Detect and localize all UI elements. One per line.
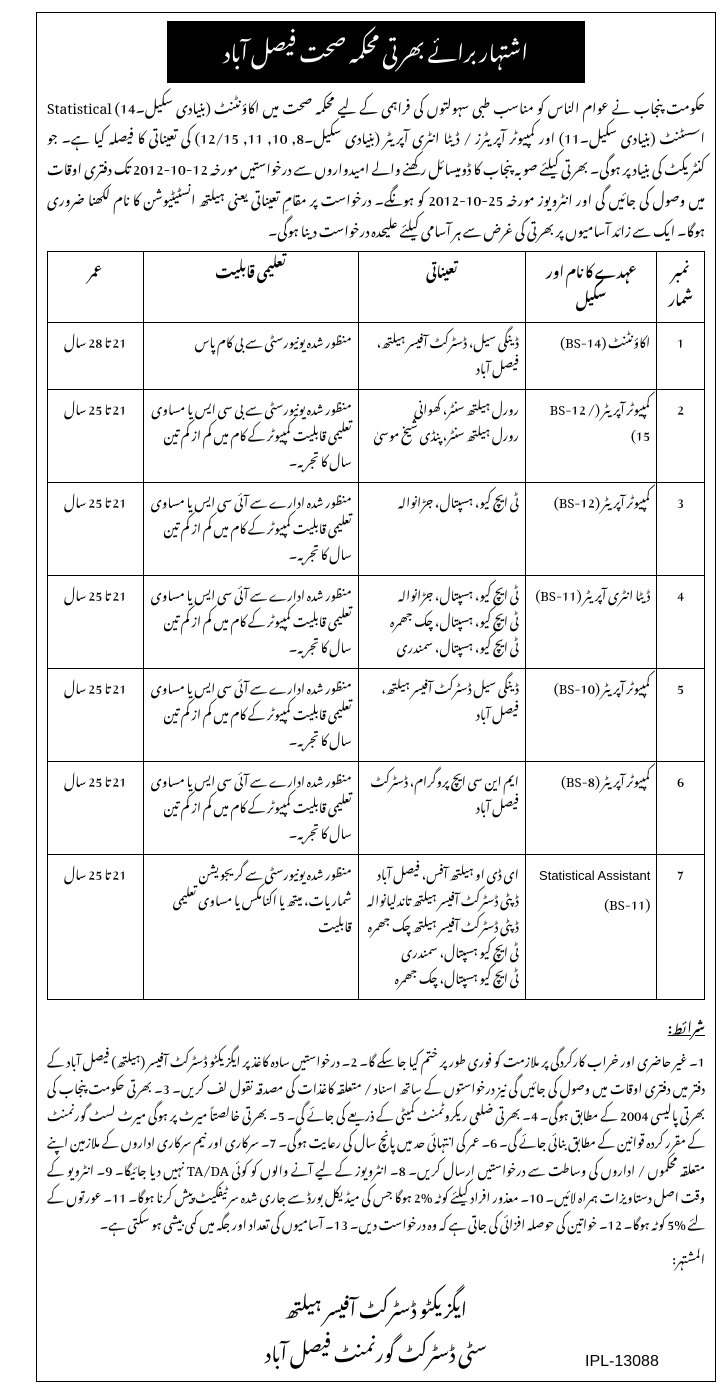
table-row: 3کمپیوٹر آپریٹر (BS-12)ٹی ایچ کیو، ہسپتا… — [48, 482, 705, 575]
cell-post: Statistical Assistant(BS-11) — [525, 854, 656, 999]
cell-age: 21 تا 25 سال — [48, 668, 144, 761]
cell-qual: منظور شدہ یونیورسٹی سے بی کام پاس — [143, 322, 358, 389]
cell-age: 21 تا 25 سال — [48, 761, 144, 854]
advertiser-label: المشتہر: — [47, 1240, 705, 1273]
cell-place: ٹی ایچ کیو، ہسپتال، جڑانوالہ — [358, 482, 525, 575]
cell-qual: منظور شدہ ادارے سے آئی سی ایس یا مساوی ت… — [143, 575, 358, 668]
title-banner: اشتہار برائے بھرتی محکمہ صحت فیصل آباد — [167, 21, 586, 83]
cell-post: کمپیوٹر آپریٹر (BS-12 / 15) — [525, 389, 656, 482]
cell-age: 21 تا 25 سال — [48, 575, 144, 668]
cell-qual: منظور شدہ یونیورسٹی سے بی سی ایس یا مساو… — [143, 389, 358, 482]
cell-qual: منظور شدہ یونیورسٹی سے گریجویشن شماریات،… — [143, 854, 358, 999]
cell-place: ڈینگی سیل، ڈسٹرکٹ آفیسر ہیلتھ، فیصل آباد — [358, 322, 525, 389]
signature-block: ایگزیکٹو ڈسٹرکٹ آفیسر ہیلتھ سٹی ڈسٹرکٹ گ… — [167, 1283, 585, 1371]
cell-qual: منظور شدہ ادارے سے آئی سی ایس یا مساوی ت… — [143, 761, 358, 854]
cell-qual: منظور شدہ ادارے سے آئی سی ایس یا مساوی ت… — [143, 668, 358, 761]
cell-sr: 6 — [657, 761, 705, 854]
th-post: عہدے کا نام اور سکیل — [525, 251, 656, 322]
cell-place: ای ڈی او ہیلتھ آفس، فیصل آبادڈپٹی ڈسٹرکٹ… — [358, 854, 525, 999]
table-row: 4ڈیٹا انٹری آپریٹر (BS-11)ٹی ایچ کیو، ہس… — [48, 575, 705, 668]
page-frame: اشتہار برائے بھرتی محکمہ صحت فیصل آباد ح… — [36, 12, 716, 1382]
cell-post: کمپیوٹر آپریٹر (BS-8) — [525, 761, 656, 854]
intro-paragraph: حکومت پنجاب نے عوام الناس کو مناسب طبی س… — [47, 91, 705, 245]
cell-place: ٹی ایچ کیو، ہسپتال، جڑانوالہٹی ایچ کیو، … — [358, 575, 525, 668]
table-row: 7Statistical Assistant(BS-11)ای ڈی او ہی… — [48, 854, 705, 999]
table-row: 2کمپیوٹر آپریٹر (BS-12 / 15)رورل ہیلتھ س… — [48, 389, 705, 482]
cell-post: ڈیٹا انٹری آپریٹر (BS-11) — [525, 575, 656, 668]
cell-qual: منظور شدہ ادارے سے آئی سی ایس یا مساوی ت… — [143, 482, 358, 575]
cell-sr: 2 — [657, 389, 705, 482]
cell-place: ایم این سی ایچ پروگرام، ڈسٹرکٹ فیصل آباد — [358, 761, 525, 854]
cell-post: کمپیوٹر آپریٹر (BS-10) — [525, 668, 656, 761]
ipl-code: IPL-13088 — [585, 1353, 705, 1371]
table-row: 1اکاؤنٹنٹ (BS-14)ڈینگی سیل، ڈسٹرکٹ آفیسر… — [48, 322, 705, 389]
th-qual: تعلیمی قابلیت — [143, 251, 358, 322]
footer: IPL-13088 ایگزیکٹو ڈسٹرکٹ آفیسر ہیلتھ سٹ… — [47, 1283, 705, 1371]
cell-age: 21 تا 28 سال — [48, 322, 144, 389]
cell-sr: 7 — [657, 854, 705, 999]
cell-sr: 1 — [657, 322, 705, 389]
conditions-text: 1۔ غیر حاضری اور خراب کارکردگی پر ملازمت… — [47, 1045, 705, 1236]
sign-line-1: ایگزیکٹو ڈسٹرکٹ آفیسر ہیلتھ — [167, 1283, 585, 1327]
cell-place: ڈینگی سیل ڈسٹرکٹ آفیسر ہیلتھ، فیصل آباد — [358, 668, 525, 761]
cell-sr: 5 — [657, 668, 705, 761]
cell-post: اکاؤنٹنٹ (BS-14) — [525, 322, 656, 389]
cell-age: 21 تا 25 سال — [48, 482, 144, 575]
table-row: 5کمپیوٹر آپریٹر (BS-10)ڈینگی سیل ڈسٹرکٹ … — [48, 668, 705, 761]
th-sr: نمبر شمار — [657, 251, 705, 322]
th-age: عمر — [48, 251, 144, 322]
cell-post: کمپیوٹر آپریٹر (BS-12) — [525, 482, 656, 575]
conditions-title: شرائط: — [47, 1008, 705, 1043]
table-header-row: نمبر شمار عہدے کا نام اور سکیل تعیناتی ت… — [48, 251, 705, 322]
cell-place: رورل ہیلتھ سنٹر، کھوانیرورل ہیلتھ سنٹر، … — [358, 389, 525, 482]
cell-sr: 3 — [657, 482, 705, 575]
table-row: 6کمپیوٹر آپریٹر (BS-8)ایم این سی ایچ پرو… — [48, 761, 705, 854]
cell-sr: 4 — [657, 575, 705, 668]
posts-table: نمبر شمار عہدے کا نام اور سکیل تعیناتی ت… — [47, 251, 705, 1000]
th-place: تعیناتی — [358, 251, 525, 322]
sign-line-2: سٹی ڈسٹرکٹ گورنمنٹ فیصل آباد — [167, 1327, 585, 1371]
cell-age: 21 تا 25 سال — [48, 854, 144, 999]
cell-age: 21 تا 25 سال — [48, 389, 144, 482]
